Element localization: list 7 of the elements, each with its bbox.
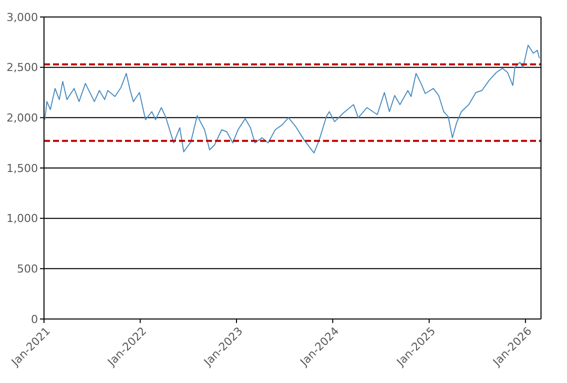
y-tick-label: 1,000 <box>6 212 38 226</box>
y-tick-label: 2,000 <box>6 112 38 125</box>
y-tick-label: 0 <box>31 312 38 326</box>
y-tick-label: 1,500 <box>6 162 38 175</box>
y-tick-label: 3,000 <box>6 10 38 24</box>
y-tick-label: 500 <box>17 262 38 276</box>
y-tick-label: 2,500 <box>6 61 38 74</box>
